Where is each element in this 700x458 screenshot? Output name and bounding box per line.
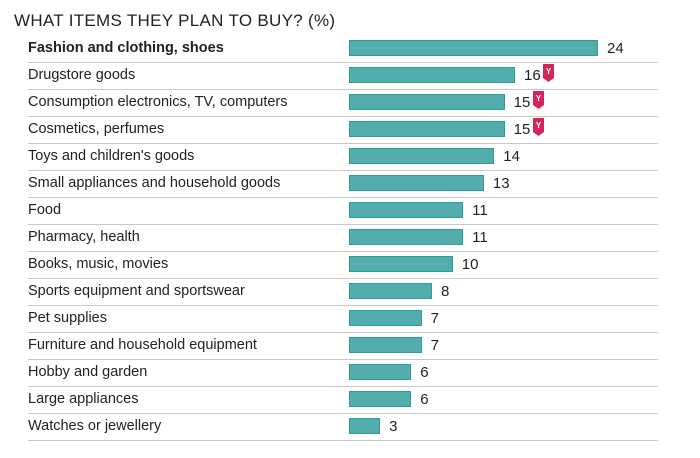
bar: [349, 202, 464, 218]
category-label: Toys and children's goods: [28, 148, 195, 164]
category-label: Sports equipment and sportswear: [28, 283, 245, 299]
value-label: 7: [430, 310, 439, 327]
bar-row: Fashion and clothing, shoes 24: [28, 36, 658, 63]
value-label: 15: [513, 121, 531, 138]
row-divider: [28, 332, 658, 333]
bar: [349, 283, 432, 299]
row-divider: [28, 386, 658, 387]
category-label: Pharmacy, health: [28, 229, 140, 245]
bar: [349, 364, 412, 380]
value-label: 15: [513, 94, 531, 111]
bar-row: Small appliances and household goods 13: [28, 171, 658, 198]
category-label: Cosmetics, perfumes: [28, 121, 165, 137]
bar: [349, 67, 515, 83]
row-divider: [28, 170, 658, 171]
value-label: 11: [472, 229, 488, 246]
value-label: 13: [492, 175, 510, 192]
bar: [349, 40, 598, 56]
value-label: 6: [420, 391, 429, 408]
bar: [349, 418, 381, 434]
row-divider: [28, 359, 658, 360]
value-label: 6: [420, 364, 429, 381]
row-divider: [28, 62, 658, 63]
bar-row: Watches or jewellery 3: [28, 414, 658, 441]
category-label: Furniture and household equipment: [28, 337, 257, 353]
bar: [349, 337, 422, 353]
category-label: Consumption electronics, TV, computers: [28, 94, 288, 110]
bar-row: Pharmacy, health 11: [28, 225, 658, 252]
bar-row: Large appliances 6: [28, 387, 658, 414]
value-label: 14: [503, 148, 520, 165]
value-label: 11: [472, 202, 488, 219]
category-label: Books, music, movies: [28, 256, 169, 272]
row-divider: [28, 305, 658, 306]
row-divider: [28, 440, 658, 441]
badge-icon: Y: [543, 64, 554, 82]
chart-title: WHAT ITEMS THEY PLAN TO BUY? (%): [14, 11, 336, 30]
bar-row: Toys and children's goods 14: [28, 144, 658, 171]
row-divider: [28, 251, 658, 252]
category-label: Large appliances: [28, 391, 139, 407]
bar-row: Books, music, movies 10: [28, 252, 658, 279]
category-label: Food: [28, 202, 62, 218]
bar: [349, 148, 495, 164]
value-label: 24: [607, 40, 624, 57]
category-label: Fashion and clothing, shoes: [28, 40, 224, 56]
bar-row: Furniture and household equipment 7: [28, 333, 658, 360]
bar: [349, 229, 464, 245]
row-divider: [28, 143, 658, 144]
badge-icon: Y: [532, 118, 544, 136]
row-divider: [28, 89, 658, 90]
category-label: Watches or jewellery: [28, 418, 162, 434]
category-label: Pet supplies: [28, 310, 107, 326]
svg-text:Y: Y: [535, 94, 541, 103]
bar: [349, 310, 422, 326]
bar-row: Consumption electronics, TV, computers 15…: [28, 90, 658, 117]
value-label: 7: [430, 337, 439, 354]
row-divider: [28, 116, 658, 117]
category-label: Drugstore goods: [28, 67, 136, 83]
value-label: 10: [461, 256, 479, 273]
row-divider: [28, 197, 658, 198]
bar: [349, 94, 505, 110]
bar: [349, 175, 484, 191]
svg-text:Y: Y: [535, 121, 541, 130]
svg-text:Y: Y: [546, 67, 552, 76]
bar-row: Drugstore goods 16 Y: [28, 63, 658, 90]
value-label: 8: [441, 283, 450, 300]
row-divider: [28, 413, 658, 414]
value-label: 3: [389, 418, 398, 435]
category-label: Small appliances and household goods: [28, 175, 281, 191]
value-label: 16: [524, 67, 541, 84]
bar-row: Food 11: [28, 198, 658, 225]
bar-row: Hobby and garden 6: [28, 360, 658, 387]
bar: [349, 391, 412, 407]
badge-icon: Y: [532, 91, 544, 109]
bar-row: Pet supplies 7: [28, 306, 658, 333]
bar: [349, 121, 505, 137]
bar-row: Cosmetics, perfumes 15 Y: [28, 117, 658, 144]
bar: [349, 256, 453, 272]
category-label: Hobby and garden: [28, 364, 148, 380]
bar-row: Sports equipment and sportswear 8: [28, 279, 658, 306]
row-divider: [28, 224, 658, 225]
row-divider: [28, 278, 658, 279]
